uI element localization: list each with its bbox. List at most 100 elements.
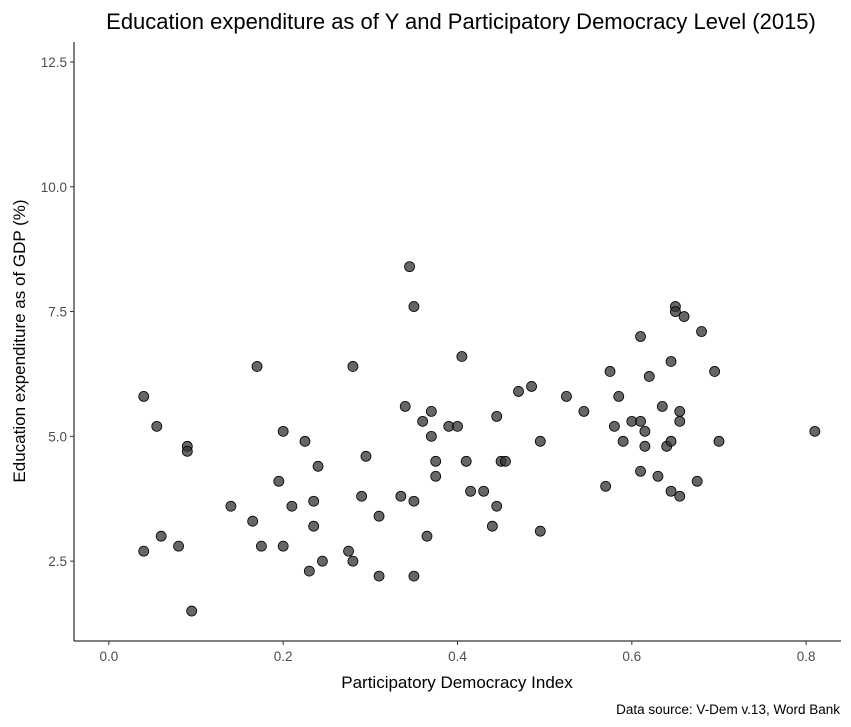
data-point	[181, 445, 193, 457]
y-tick-label: 7.5	[48, 305, 67, 320]
y-tick-label: 5.0	[48, 429, 67, 444]
data-point	[639, 425, 651, 437]
data-point	[486, 520, 498, 532]
data-point	[665, 485, 677, 497]
chart-caption: Data source: V-Dem v.13, Word Bank	[616, 702, 840, 717]
data-point	[513, 386, 524, 397]
data-point	[713, 435, 725, 447]
data-point	[809, 425, 821, 437]
data-point	[491, 500, 503, 512]
chart-title: Education expenditure as of Y and Partic…	[106, 9, 816, 34]
data-point	[151, 420, 163, 432]
data-point	[460, 455, 472, 467]
data-point	[608, 420, 620, 432]
data-point	[665, 435, 677, 447]
data-point	[308, 495, 320, 507]
data-point	[303, 565, 315, 577]
data-point	[635, 331, 646, 342]
x-tick-label: 0.0	[99, 649, 118, 664]
data-point	[639, 440, 651, 452]
data-point	[421, 530, 433, 542]
y-tick-label: 2.5	[48, 554, 67, 569]
data-point	[417, 415, 429, 427]
data-point	[138, 391, 150, 402]
data-point	[317, 555, 328, 567]
data-point	[452, 420, 463, 432]
data-point	[186, 605, 198, 617]
data-point	[691, 475, 703, 487]
data-point	[286, 500, 298, 512]
data-point	[155, 530, 167, 542]
data-point	[251, 361, 263, 372]
data-point	[478, 485, 490, 497]
data-point	[696, 326, 707, 337]
data-point	[255, 540, 267, 552]
data-point	[347, 555, 359, 567]
data-point	[399, 400, 411, 412]
data-point	[534, 435, 546, 447]
data-point	[347, 361, 359, 372]
data-point	[678, 311, 690, 322]
data-point	[408, 301, 420, 312]
data-point	[373, 570, 385, 582]
data-point	[173, 540, 184, 552]
data-point	[430, 455, 442, 467]
data-point	[674, 415, 686, 427]
data-point	[225, 500, 237, 512]
data-point	[430, 470, 442, 482]
y-axis-title: Education expenditure as of GDP (%)	[10, 199, 29, 482]
data-point	[635, 415, 646, 427]
y-tick-label: 12.5	[41, 55, 67, 70]
data-point	[500, 455, 511, 467]
data-point	[138, 545, 150, 557]
data-point	[356, 490, 368, 502]
data-point	[299, 435, 311, 447]
data-point	[456, 351, 468, 362]
y-tick-label: 10.0	[41, 180, 67, 195]
data-point	[273, 475, 285, 487]
data-point	[408, 570, 420, 582]
data-point	[373, 510, 385, 522]
data-point	[674, 490, 686, 502]
data-point	[312, 460, 324, 472]
data-point	[578, 405, 590, 417]
data-point	[425, 430, 437, 442]
data-point	[360, 450, 372, 462]
data-point	[277, 540, 289, 552]
data-point	[491, 410, 503, 422]
data-point	[674, 405, 686, 417]
x-tick-label: 0.4	[448, 649, 467, 664]
x-tick-label: 0.2	[274, 649, 293, 664]
data-point	[308, 520, 320, 532]
data-point	[247, 515, 259, 527]
data-point	[669, 306, 681, 317]
x-tick-label: 0.8	[797, 649, 816, 664]
data-point	[709, 366, 721, 377]
data-point	[617, 435, 629, 447]
data-point	[534, 525, 546, 537]
x-tick-label: 0.6	[622, 649, 641, 664]
x-axis-ticks: 0.0 0.2 0.4 0.6 0.8	[99, 641, 816, 664]
x-axis-title: Participatory Democracy Index	[341, 673, 573, 692]
data-point	[604, 366, 616, 377]
data-point	[465, 485, 476, 497]
data-point	[613, 391, 625, 402]
data-point	[561, 391, 572, 402]
data-point	[404, 261, 415, 273]
data-point	[665, 356, 677, 367]
data-point	[408, 495, 420, 507]
y-axis-ticks: 2.5 5.0 7.5 10.0 12.5	[41, 55, 74, 569]
data-point	[652, 470, 664, 482]
data-point	[425, 405, 437, 417]
data-points	[138, 261, 821, 617]
data-point	[600, 480, 612, 492]
data-point	[635, 465, 646, 477]
data-point	[656, 400, 668, 412]
data-point	[277, 425, 289, 437]
data-point	[343, 545, 354, 557]
data-point	[643, 371, 655, 382]
data-point	[526, 381, 537, 392]
plot-area: 0.0 0.2 0.4 0.6 0.8 2.5 5.0 7.5 10.0 12.5	[41, 42, 841, 664]
data-point	[395, 490, 407, 502]
